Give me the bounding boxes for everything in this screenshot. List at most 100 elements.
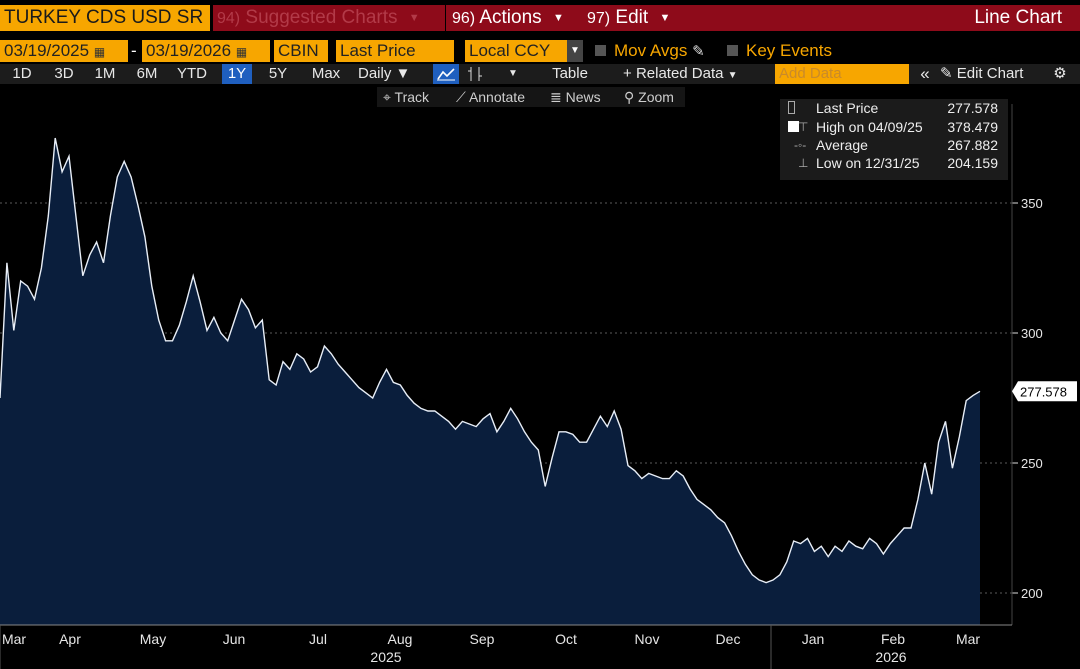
legend-low-label: Low on 12/31/25: [816, 155, 920, 171]
gear-icon[interactable]: ⚙: [1053, 65, 1067, 82]
currency-select[interactable]: Local CCY ▼: [465, 40, 583, 62]
x-year-label: 2025: [370, 649, 401, 665]
suggested-charts-menu[interactable]: 94) Suggested Charts ▼: [213, 5, 445, 31]
calendar-icon[interactable]: ▦: [235, 45, 248, 59]
annotate-icon: ⟋: [456, 89, 466, 105]
x-month-label: Jan: [802, 631, 825, 647]
start-date-field[interactable]: 03/19/2025 ▦: [0, 40, 128, 62]
end-date-value: 03/19/2026: [146, 41, 232, 60]
legend-last-value: 277.578: [947, 100, 998, 116]
news-label: News: [565, 89, 601, 105]
key-events-label: Key Events: [746, 41, 832, 60]
table-button[interactable]: Table: [552, 65, 588, 82]
start-date-value: 03/19/2025: [4, 41, 90, 60]
zoom-label: Zoom: [638, 89, 674, 105]
legend-last-label: Last Price: [816, 100, 879, 116]
related-data-label: Related Data: [635, 65, 724, 82]
date-separator: -: [131, 41, 137, 60]
x-month-label: Jul: [309, 631, 327, 647]
currency-value: Local CCY: [469, 41, 551, 60]
y-tick-label: 200: [1021, 586, 1043, 601]
source-field[interactable]: CBIN: [274, 40, 328, 62]
range-button-1y[interactable]: 1Y: [222, 64, 252, 84]
related-data-button[interactable]: + Related Data ▼: [617, 64, 771, 84]
checkbox-icon[interactable]: [595, 45, 606, 56]
pencil-icon: ✎: [940, 65, 953, 82]
end-date-field[interactable]: 03/19/2026 ▦: [142, 40, 270, 62]
x-month-label: May: [140, 631, 166, 647]
legend-swatch-icon: [788, 99, 808, 132]
add-data-input[interactable]: Add Data: [775, 64, 909, 84]
line-chart-icon[interactable]: [433, 64, 459, 84]
legend-average-label: Average: [816, 137, 868, 153]
suggested-charts-number: 94): [217, 10, 241, 27]
legend-average-value: 267.882: [947, 137, 998, 153]
y-tick-label: 300: [1021, 326, 1043, 341]
track-label: Track: [394, 89, 430, 105]
range-button-ytd[interactable]: YTD: [177, 65, 207, 82]
low-marker-icon: ⊥: [798, 156, 809, 170]
annotate-tool[interactable]: ⟋ Annotate: [456, 87, 525, 107]
chevron-down-icon[interactable]: ▼: [567, 40, 583, 62]
periodicity-select[interactable]: Daily ▼: [354, 64, 426, 84]
collapse-icon[interactable]: «: [920, 64, 930, 83]
periodicity-value: Daily: [358, 65, 392, 82]
chart-legend[interactable]: Last Price 277.578 ⊤ High on 04/09/25 37…: [780, 99, 1008, 180]
x-month-label: Jun: [223, 631, 246, 647]
x-month-label: Aug: [388, 631, 413, 647]
range-button-max[interactable]: Max: [311, 65, 341, 82]
legend-last-price[interactable]: Last Price 277.578: [780, 99, 1008, 132]
x-month-label: Sep: [470, 631, 495, 647]
actions-number: 96): [452, 10, 476, 27]
range-button-5y[interactable]: 5Y: [268, 65, 288, 82]
average-marker-icon: -◦-: [794, 138, 807, 152]
x-month-label: Dec: [716, 631, 741, 647]
track-tool[interactable]: ⌖ Track: [383, 87, 429, 107]
tools-bar: [377, 87, 685, 107]
edit-chart-label: Edit Chart: [956, 65, 1024, 82]
suggested-charts-label: Suggested Charts: [245, 7, 398, 28]
x-month-label: Nov: [635, 631, 660, 647]
legend-high: ⊤ High on 04/09/25 378.479: [780, 118, 1008, 136]
mov-avgs-label: Mov Avgs: [614, 41, 688, 60]
candle-chart-icon[interactable]: [463, 64, 489, 84]
title-bar: [683, 5, 1080, 31]
key-events-toggle[interactable]: Key Events: [727, 40, 832, 62]
legend-average: -◦- Average 267.882: [780, 136, 1008, 154]
chevron-down-icon: ▼: [408, 12, 420, 24]
x-month-label: Mar: [2, 631, 26, 647]
plus-icon: +: [623, 65, 632, 82]
price-line: [0, 137, 981, 584]
x-year-label: 2026: [875, 649, 906, 665]
price-area: [0, 138, 980, 625]
chevron-down-icon: ▼: [659, 12, 671, 24]
news-tool[interactable]: ≣ News: [550, 87, 601, 107]
edit-menu[interactable]: 97) Edit ▼: [581, 5, 684, 31]
mov-avgs-toggle[interactable]: Mov Avgs ✎: [595, 40, 705, 62]
caret-down-icon: ▼: [395, 65, 411, 82]
legend-low-value: 204.159: [947, 155, 998, 171]
last-price-tag: [1012, 381, 1077, 402]
calendar-icon[interactable]: ▦: [93, 45, 106, 59]
legend-high-value: 378.479: [947, 119, 998, 135]
checkbox-icon[interactable]: [727, 45, 738, 56]
legend-high-label: High on 04/09/25: [816, 119, 923, 135]
x-month-label: Feb: [881, 631, 905, 647]
range-button-1m[interactable]: 1M: [94, 65, 116, 82]
field-selector[interactable]: Last Price: [336, 40, 454, 62]
edit-label: Edit: [615, 7, 649, 28]
range-button-3d[interactable]: 3D: [54, 65, 74, 82]
range-button-6m[interactable]: 6M: [136, 65, 158, 82]
security-title[interactable]: TURKEY CDS USD SR: [0, 5, 210, 31]
chart-type-chevron-icon[interactable]: ▼: [508, 68, 518, 79]
zoom-tool[interactable]: ⚲ Zoom: [624, 87, 674, 107]
legend-low: ⊥ Low on 12/31/25 204.159: [780, 154, 1008, 172]
actions-menu[interactable]: 96) Actions ▼: [446, 5, 582, 31]
caret-down-icon: ▼: [727, 70, 738, 81]
range-button-1d[interactable]: 1D: [12, 65, 32, 82]
x-month-label: Mar: [956, 631, 980, 647]
news-icon: ≣: [550, 89, 562, 105]
edit-chart-button[interactable]: ✎ Edit Chart: [940, 64, 1044, 84]
pencil-icon[interactable]: ✎: [692, 43, 705, 60]
